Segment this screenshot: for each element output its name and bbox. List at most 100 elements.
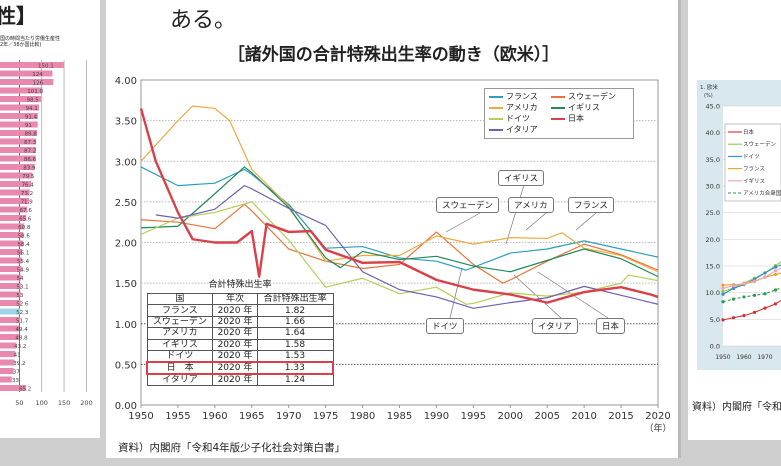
bar-value-label: 43.2: [14, 344, 26, 350]
legend-swatch: [551, 96, 565, 98]
callout-leader: [449, 267, 463, 319]
bar: [0, 240, 24, 247]
table-header-cell: 年次: [212, 292, 258, 306]
x-tick-label: 1960: [202, 411, 227, 422]
x-tick-label: 1980: [350, 411, 375, 422]
bar: [0, 62, 65, 68]
left-subtitle-line1: 国の時間当たり労働生産性: [0, 36, 61, 42]
y-tick-label: 1.50: [115, 279, 137, 290]
legend-swatch: [489, 129, 503, 131]
series-line-3: [140, 166, 659, 278]
table-cell: 1.58: [256, 338, 334, 351]
data-point: [731, 316, 736, 320]
x-tick-label: 1950: [715, 354, 730, 361]
bar-value-label: 76.4: [22, 182, 35, 188]
legend-label: イギリス: [568, 103, 600, 112]
bar: [0, 257, 22, 264]
legend-swatch: [489, 107, 503, 109]
callout-label: アメリカ: [508, 197, 554, 213]
left-subtitle: 国の時間当たり労働生産性 2年／38か国比較): [0, 36, 60, 48]
bar-value-label: 87.2: [24, 148, 36, 154]
x-tick-label: 50: [15, 399, 23, 407]
bar-value-label: 33: [12, 378, 19, 384]
table-cell: 日 本: [146, 360, 214, 375]
table-cell: 1.53: [256, 349, 334, 363]
table-cell: 2020 年: [212, 304, 258, 317]
bar-value-label: 49.4: [16, 327, 29, 333]
table-row: イタリア 2020 年 1.24: [146, 373, 334, 386]
legend-swatch: [551, 118, 565, 120]
series-line-0: [140, 166, 659, 271]
data-point: [773, 269, 778, 273]
data-point: [773, 302, 778, 306]
legend-item: スウェーデン: [551, 92, 629, 102]
callout-leader: [445, 212, 481, 233]
table-cell: 2020 年: [212, 349, 258, 363]
bar: [0, 206, 28, 213]
right-source-note: 資料）内閣府「令和: [692, 402, 781, 413]
bar-value-label: 58.6: [18, 233, 31, 239]
bar: [0, 385, 27, 391]
callout-label: フランス: [568, 197, 614, 213]
data-point: [773, 288, 778, 292]
data-point: [763, 275, 767, 279]
bar: [0, 359, 15, 366]
table-header-cell: 国: [146, 292, 214, 306]
callout-label: 日本: [596, 318, 626, 334]
bar: [0, 300, 21, 306]
bar: [0, 232, 24, 238]
bar: [0, 155, 36, 162]
bar: [0, 249, 23, 255]
bar: [0, 181, 32, 187]
y-tick-label: 15.0: [706, 263, 720, 271]
table-row: アメリカ 2020 年 1.64: [146, 327, 334, 340]
chart-title: 1. 欧米: [700, 83, 718, 91]
legend-swatch: [489, 118, 503, 120]
data-point: [731, 284, 736, 288]
bar: [0, 334, 19, 340]
bar-value-label: 58.4: [18, 242, 31, 248]
legend-swatch: [489, 96, 503, 98]
y-tick-label: 3.00: [115, 157, 137, 168]
bar-value-label: 67.6: [20, 208, 33, 214]
series-line-1: [140, 203, 659, 284]
callout-leader: [513, 274, 562, 319]
table-cell: 1.66: [256, 315, 334, 329]
data-point: [721, 286, 725, 290]
data-point: [721, 300, 725, 304]
legend-item: イギリス: [551, 103, 629, 113]
y-tick-label: 35.0: [706, 156, 720, 164]
legend-label: イタリア: [506, 125, 538, 134]
bar-value-label: 51.7: [16, 318, 29, 324]
table-row: スウェーデン 2020 年 1.66: [146, 315, 334, 329]
bar: [0, 121, 38, 128]
callout-label: イギリス: [498, 170, 545, 186]
bar-value-label: 65.2: [19, 386, 31, 392]
bar: [0, 104, 40, 111]
y-tick-label: 0.00: [115, 401, 137, 412]
table-cell: フランス: [146, 304, 214, 317]
bar-value-label: 55.4: [17, 259, 30, 265]
x-tick-label: 1970: [276, 411, 301, 422]
left-subtitle-line2: 2年／38か国比較): [0, 42, 42, 48]
bar-value-label: 54: [17, 276, 24, 282]
data-point: [721, 292, 725, 296]
bar-value-label: 53.1: [16, 284, 28, 290]
callout-label: ドイツ: [426, 318, 464, 334]
bar-value-label: 71.9: [21, 199, 34, 205]
legend-label: アメリカ: [506, 103, 538, 112]
bar: [0, 113, 38, 119]
bar: [0, 164, 35, 170]
x-tick-label: 1955: [165, 411, 190, 422]
x-tick-label: 200: [80, 399, 92, 407]
table-cell: 1.24: [256, 373, 334, 386]
bar: [0, 342, 17, 349]
legend-label: フランス: [506, 92, 538, 101]
data-point: [763, 306, 767, 310]
lead-text: ある。: [170, 8, 237, 33]
callout-leader: [505, 184, 525, 245]
legend-label: スウェーデン: [568, 92, 616, 101]
table-cell: 2020 年: [212, 373, 258, 386]
y-tick-label: 4.00: [115, 76, 137, 87]
y-tick-label: 2.50: [115, 198, 137, 209]
